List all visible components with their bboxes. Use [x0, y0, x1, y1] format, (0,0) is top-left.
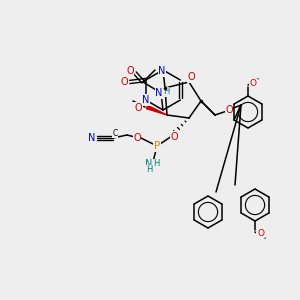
- Text: O: O: [126, 66, 134, 76]
- Text: N: N: [155, 88, 163, 98]
- Text: O: O: [121, 77, 128, 87]
- Text: N: N: [145, 159, 153, 169]
- Text: O: O: [134, 103, 142, 113]
- Text: O: O: [170, 132, 178, 142]
- Polygon shape: [146, 105, 167, 115]
- Text: O: O: [187, 72, 195, 82]
- Text: H: H: [146, 166, 152, 175]
- Text: H: H: [163, 88, 169, 97]
- Text: O: O: [225, 105, 233, 115]
- Text: P: P: [154, 141, 160, 151]
- Text: C: C: [112, 128, 118, 137]
- Text: H: H: [153, 160, 159, 169]
- Text: N: N: [158, 66, 166, 76]
- Text: O: O: [133, 133, 141, 143]
- Text: O: O: [250, 80, 257, 88]
- Text: N: N: [142, 95, 149, 105]
- Text: N: N: [88, 133, 96, 143]
- Text: O: O: [257, 229, 264, 238]
